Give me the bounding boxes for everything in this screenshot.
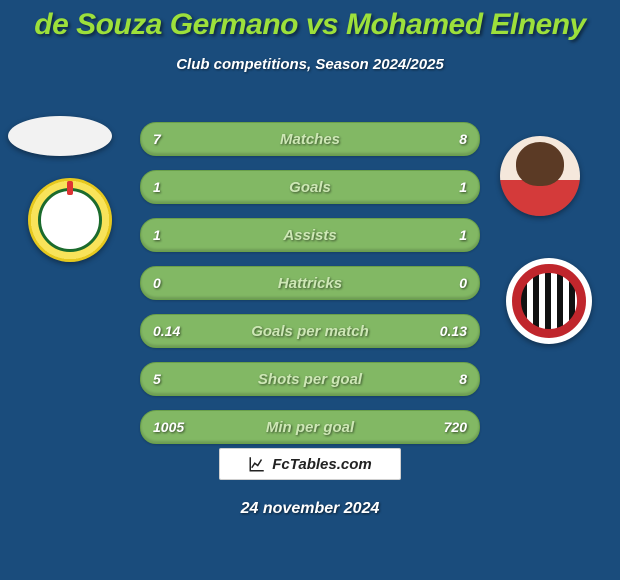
stat-left-value: 1 (153, 227, 161, 243)
brand-badge: FcTables.com (219, 448, 401, 480)
stat-label: Min per goal (141, 419, 479, 436)
page-title: de Souza Germano vs Mohamed Elneny (0, 0, 620, 42)
club1-badge (28, 178, 112, 262)
stat-row: 1005Min per goal720 (140, 410, 480, 444)
stat-label: Shots per goal (141, 371, 479, 388)
stat-right-value: 0 (459, 275, 467, 291)
date-text: 24 november 2024 (241, 500, 380, 518)
subtitle: Club competitions, Season 2024/2025 (0, 56, 620, 73)
stat-label: Matches (141, 131, 479, 148)
stat-row: 1Goals1 (140, 170, 480, 204)
stat-left-value: 5 (153, 371, 161, 387)
stat-row: 0.14Goals per match0.13 (140, 314, 480, 348)
stat-right-value: 1 (459, 227, 467, 243)
club2-badge (506, 258, 592, 344)
stat-left-value: 1 (153, 179, 161, 195)
stat-row: 5Shots per goal8 (140, 362, 480, 396)
stat-label: Goals per match (141, 323, 479, 340)
stat-right-value: 720 (444, 419, 467, 435)
stat-label: Hattricks (141, 275, 479, 292)
stat-left-value: 0.14 (153, 323, 180, 339)
stat-label: Assists (141, 227, 479, 244)
stat-row: 7Matches8 (140, 122, 480, 156)
player2-photo (500, 136, 580, 216)
stat-row: 0Hattricks0 (140, 266, 480, 300)
stats-table: 7Matches81Goals11Assists10Hattricks00.14… (140, 122, 480, 458)
stat-right-value: 0.13 (440, 323, 467, 339)
stat-row: 1Assists1 (140, 218, 480, 252)
player1-photo (8, 116, 112, 156)
stat-left-value: 0 (153, 275, 161, 291)
chart-icon (248, 455, 266, 473)
stat-right-value: 8 (459, 131, 467, 147)
stat-right-value: 1 (459, 179, 467, 195)
brand-text: FcTables.com (272, 456, 371, 473)
stat-right-value: 8 (459, 371, 467, 387)
stat-label: Goals (141, 179, 479, 196)
infographic: de Souza Germano vs Mohamed Elneny Club … (0, 0, 620, 580)
stat-left-value: 7 (153, 131, 161, 147)
stat-left-value: 1005 (153, 419, 184, 435)
